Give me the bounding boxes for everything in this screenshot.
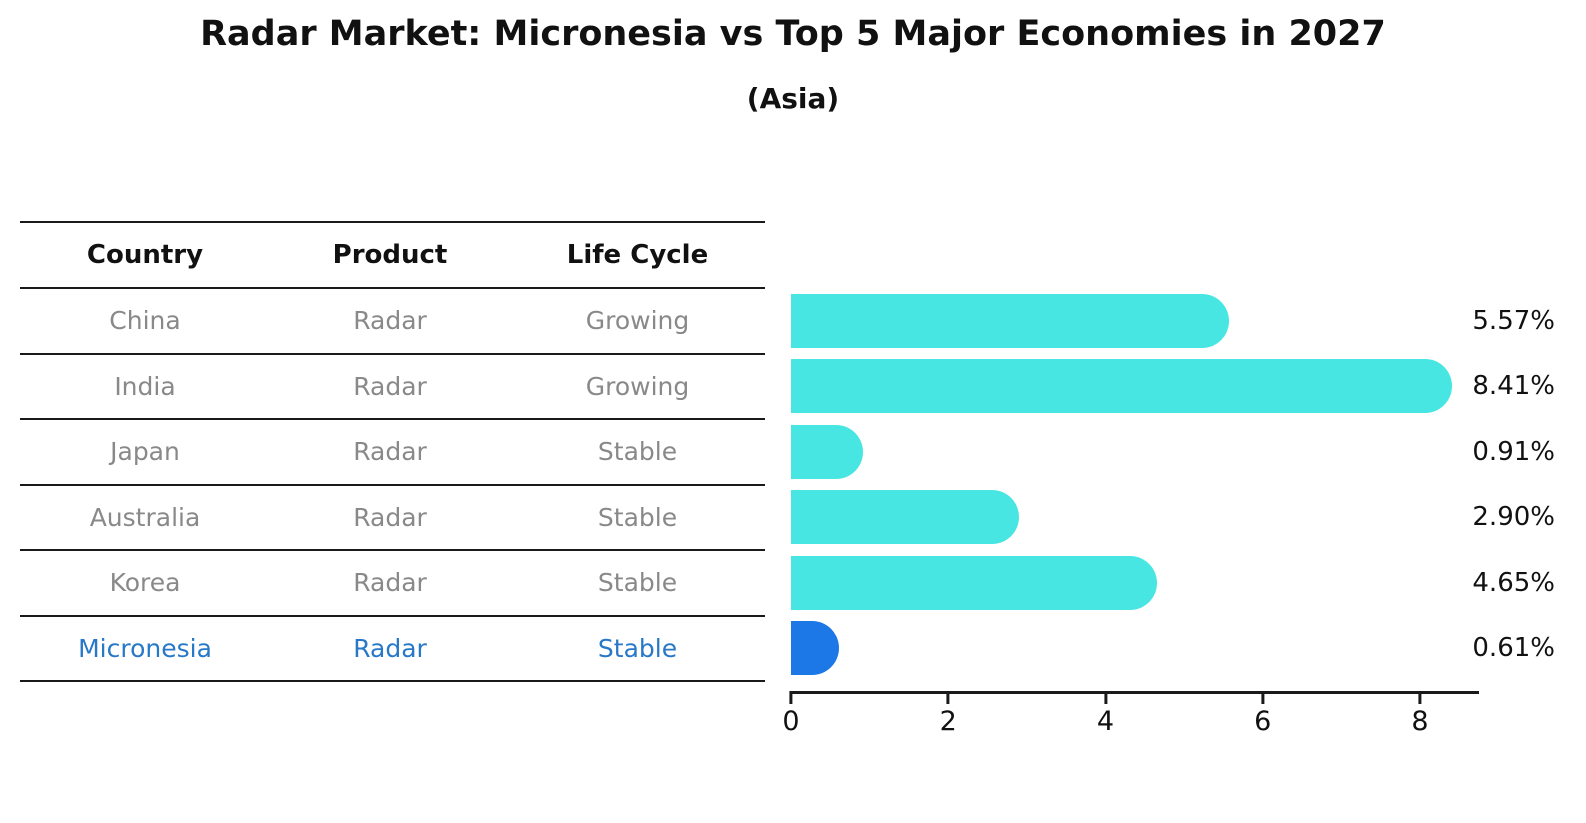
x-tick-mark [1104,691,1107,704]
x-tick: 2 [940,691,957,737]
table-header-row: Country Product Life Cycle [20,223,765,289]
table-row: India Radar Growing [20,355,765,420]
x-tick-label: 8 [1411,706,1429,737]
cell-country: Korea [109,568,181,598]
table-row: Korea Radar Stable [20,551,765,617]
cell-country: China [109,306,181,336]
x-axis-line [791,691,1479,694]
x-tick-mark [1418,691,1422,704]
cell-country: Japan [110,437,180,467]
bar-row: 4.65% [791,550,1586,616]
x-tick-label: 2 [939,706,957,737]
bar-china [791,293,1229,348]
x-tick-label: 4 [1096,706,1115,737]
x-tick: 6 [1254,691,1271,737]
table-row: Australia Radar Stable [20,486,765,551]
cell-life-cycle: Growing [585,371,690,401]
bar-track [791,419,1479,485]
value-label: 0.91% [1472,436,1555,467]
x-tick: 8 [1411,691,1429,737]
bar-japan [791,424,863,479]
cell-product: Radar [353,568,427,598]
value-label: 4.65% [1472,567,1555,598]
bar-track [791,288,1479,354]
x-tick: 4 [1097,691,1114,737]
x-tick: 0 [782,691,800,737]
bar-australia [791,490,1020,545]
x-tick-mark [789,691,793,704]
cell-life-cycle: Stable [597,502,678,532]
cell-product: Radar [353,437,427,467]
table-row: Japan Radar Stable [20,420,765,486]
country-table: Country Product Life Cycle China Radar G… [20,221,765,682]
bar-row: 5.57% [791,288,1586,354]
value-label: 0.61% [1472,633,1555,664]
x-tick-mark [1261,691,1265,704]
cell-life-cycle: Growing [585,306,690,336]
cell-country: Micronesia [78,633,212,663]
bar-row: 0.61% [791,616,1586,682]
column-header-life-cycle: Life Cycle [566,240,709,270]
value-label: 8.41% [1472,371,1555,402]
bar-row: 8.41% [791,354,1586,420]
chart-title: Radar Market: Micronesia vs Top 5 Major … [200,14,1386,54]
x-tick-mark [946,691,950,704]
cell-product: Radar [353,306,427,336]
cell-life-cycle: Stable [597,437,678,467]
bar-track [791,485,1479,551]
cell-product: Radar [353,371,427,401]
table-row: China Radar Growing [20,289,765,355]
column-header-country: Country [86,240,204,270]
x-tick-label: 0 [782,706,800,737]
bar-chart: 5.57% 8.41% 0.91% 2.90% 4.65% [791,288,1586,681]
bar-korea [791,555,1157,610]
bar-track [791,354,1479,420]
x-tick-label: 6 [1254,706,1272,737]
table-row-highlighted: Micronesia Radar Stable [20,617,765,682]
bar-india [791,359,1453,414]
cell-country: Australia [89,502,201,532]
bar-micronesia-highlighted [791,621,839,676]
value-label: 5.57% [1472,305,1555,336]
bar-row: 2.90% [791,485,1586,551]
x-axis: 0 2 4 6 8 [782,691,1479,741]
cell-country: India [114,371,176,401]
bar-track [791,550,1479,616]
value-label: 2.90% [1472,502,1555,533]
column-header-product: Product [332,240,448,270]
cell-life-cycle: Stable [597,568,678,598]
chart-subtitle: (Asia) [746,82,840,115]
cell-life-cycle: Stable [597,633,678,663]
bar-track [791,616,1479,682]
bar-row: 0.91% [791,419,1586,485]
cell-product: Radar [353,502,427,532]
cell-product: Radar [353,633,427,663]
